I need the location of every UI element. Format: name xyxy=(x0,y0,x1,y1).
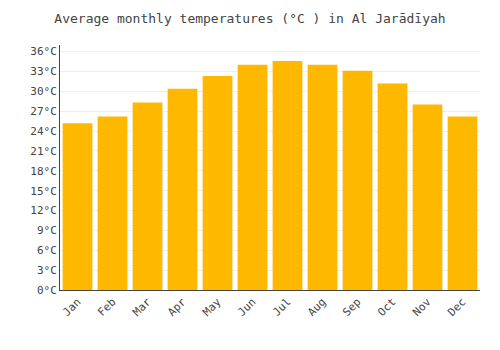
svg-text:Jun: Jun xyxy=(235,296,258,319)
svg-text:Apr: Apr xyxy=(165,295,189,319)
svg-text:3°C: 3°C xyxy=(37,264,57,277)
svg-text:Sep: Sep xyxy=(340,296,363,319)
svg-text:27°C: 27°C xyxy=(30,105,57,118)
svg-text:18°C: 18°C xyxy=(30,165,57,178)
svg-text:Mar: Mar xyxy=(130,295,154,319)
svg-text:24°C: 24°C xyxy=(30,125,57,138)
svg-text:9°C: 9°C xyxy=(37,224,57,237)
svg-text:33°C: 33°C xyxy=(30,65,57,78)
svg-text:0°C: 0°C xyxy=(37,284,57,297)
svg-text:Jul: Jul xyxy=(270,296,293,319)
svg-text:30°C: 30°C xyxy=(30,85,57,98)
svg-text:15°C: 15°C xyxy=(30,185,57,198)
svg-text:May: May xyxy=(200,295,224,319)
svg-text:Jan: Jan xyxy=(60,296,83,319)
svg-text:36°C: 36°C xyxy=(30,45,57,58)
svg-text:6°C: 6°C xyxy=(37,244,57,257)
svg-text:Average monthly temperatures (: Average monthly temperatures (°C ) in Al… xyxy=(54,11,445,26)
svg-text:Nov: Nov xyxy=(410,295,434,319)
svg-text:Feb: Feb xyxy=(95,296,118,319)
svg-text:Dec: Dec xyxy=(445,296,468,319)
svg-text:Oct: Oct xyxy=(375,296,398,319)
svg-text:Aug: Aug xyxy=(305,296,328,319)
svg-text:12°C: 12°C xyxy=(30,204,57,217)
svg-text:21°C: 21°C xyxy=(30,145,57,158)
